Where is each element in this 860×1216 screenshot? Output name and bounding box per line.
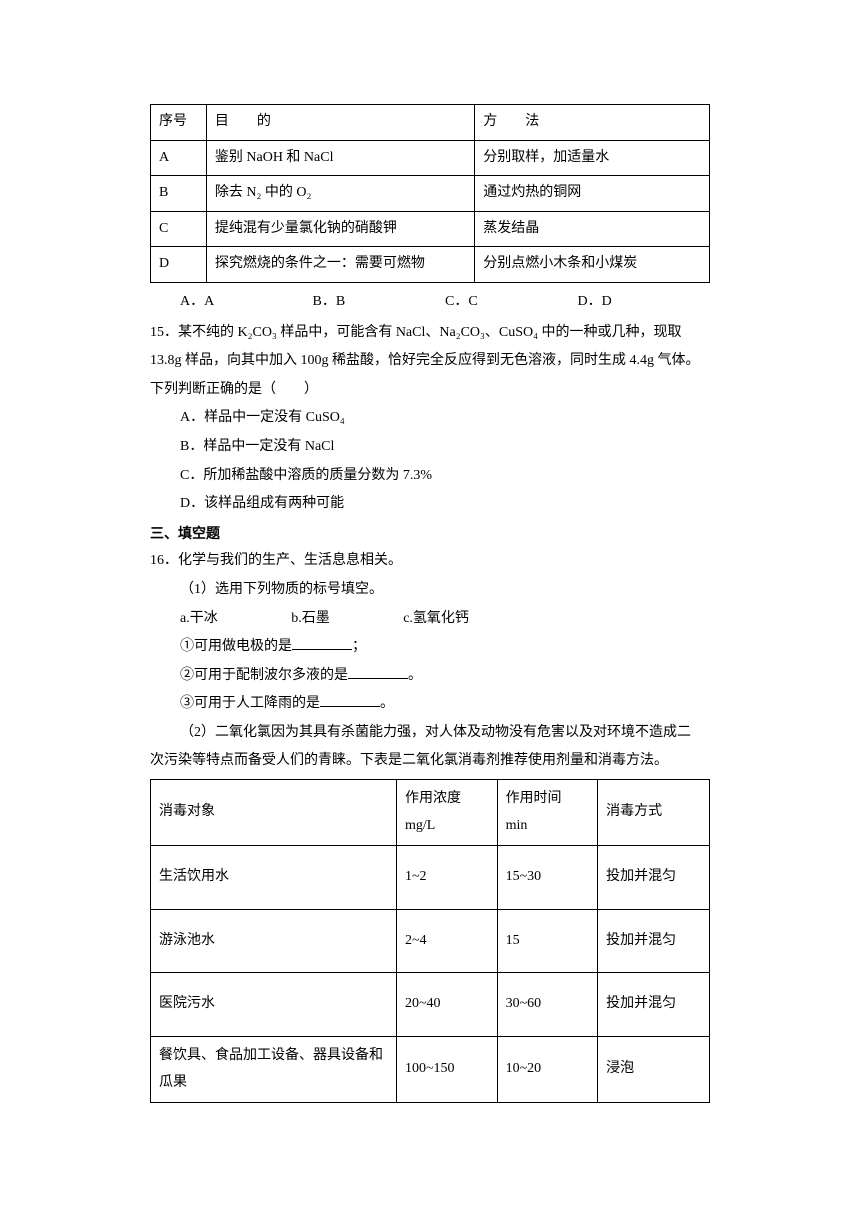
b3-post: 。 (380, 696, 394, 711)
q15-option-a: A．样品中一定没有 CuSO₄ (150, 405, 710, 432)
q15-option-d: D．该样品组成有两种可能 (150, 491, 710, 518)
b1-pre: ①可用做电极的是 (180, 639, 292, 654)
cell: 100~150 (396, 1037, 497, 1103)
fill-blank (320, 693, 380, 707)
table-row: 消毒对象 作用浓度 mg/L 作用时间 min 消毒方式 (151, 780, 710, 846)
cell: 鉴别 NaOH 和 NaCl (206, 140, 474, 176)
cell: 生活饮用水 (151, 846, 397, 910)
table-row: A 鉴别 NaOH 和 NaCl 分别取样，加适量水 (151, 140, 710, 176)
q16-part1: （1）选用下列物质的标号填空。 (150, 577, 710, 604)
table-row: 医院污水 20~40 30~60 投加并混匀 (151, 973, 710, 1037)
cell: 浸泡 (598, 1037, 710, 1103)
q16-blank-2: ②可用于配制波尔多液的是 。 (150, 663, 710, 690)
cell: 1~2 (396, 846, 497, 910)
q15-stem-line1: 15．某不纯的 K₂CO₃ 样品中，可能含有 NaCl、Na₂CO₃、CuSO₄… (150, 320, 710, 347)
question-16: 16．化学与我们的生产、生活息息相关。 （1）选用下列物质的标号填空。 a.干冰… (150, 548, 710, 775)
q15-option-c: C．所加稀盐酸中溶质的质量分数为 7.3% (150, 463, 710, 490)
q15-stem-line3: 下列判断正确的是（ ） (150, 377, 710, 404)
cell: 投加并混匀 (598, 846, 710, 910)
q16-substance-options: a.干冰 b.石墨 c.氢氧化钙 (150, 606, 710, 633)
cell-header-target: 消毒对象 (151, 780, 397, 846)
cell: B (151, 176, 207, 212)
cell: 15~30 (497, 846, 598, 910)
table-row: D 探究燃烧的条件之一：需要可燃物 分别点燃小木条和小煤炭 (151, 247, 710, 283)
fill-blank (348, 665, 408, 679)
table-row: C 提纯混有少量氯化钠的硝酸钾 蒸发结晶 (151, 211, 710, 247)
b3-pre: ③可用于人工降雨的是 (180, 696, 320, 711)
b2-post: 。 (408, 668, 422, 683)
cell: 15 (497, 909, 598, 973)
q16-blank-1: ①可用做电极的是 ； (150, 634, 710, 661)
q16-part2-line2: 次污染等特点而备受人们的青睐。下表是二氧化氯消毒剂推荐使用剂量和消毒方法。 (150, 748, 710, 775)
table-methods: 序号 目 的 方 法 A 鉴别 NaOH 和 NaCl 分别取样，加适量水 B … (150, 104, 710, 283)
table-row: 生活饮用水 1~2 15~30 投加并混匀 (151, 846, 710, 910)
section-3-title: 三、填空题 (150, 520, 710, 547)
table-row: 餐饮具、食品加工设备、器具设备和瓜果 100~150 10~20 浸泡 (151, 1037, 710, 1103)
header-text: 作用浓度 (405, 791, 461, 806)
q16-stem: 16．化学与我们的生产、生活息息相关。 (150, 548, 710, 575)
header-text: 作用时间 (506, 791, 562, 806)
b2-pre: ②可用于配制波尔多液的是 (180, 668, 348, 683)
header-unit: mg/L (405, 818, 435, 833)
q15-option-b: B．样品中一定没有 NaCl (150, 434, 710, 461)
question-15: 15．某不纯的 K₂CO₃ 样品中，可能含有 NaCl、Na₂CO₃、CuSO₄… (150, 320, 710, 518)
cell: 餐饮具、食品加工设备、器具设备和瓜果 (151, 1037, 397, 1103)
opt-c: c.氢氧化钙 (403, 606, 469, 633)
cell: 分别点燃小木条和小煤炭 (475, 247, 710, 283)
cell-header-purpose: 目 的 (206, 105, 474, 141)
cell: 提纯混有少量氯化钠的硝酸钾 (206, 211, 474, 247)
cell-header-concentration: 作用浓度 mg/L (396, 780, 497, 846)
cell: 除去 N₂ 中的 O₂ (206, 176, 474, 212)
cell: 20~40 (396, 973, 497, 1037)
cell: 医院污水 (151, 973, 397, 1037)
table-row: 游泳池水 2~4 15 投加并混匀 (151, 909, 710, 973)
cell: 10~20 (497, 1037, 598, 1103)
cell-header-method: 方 法 (475, 105, 710, 141)
cell: 2~4 (396, 909, 497, 973)
cell: 游泳池水 (151, 909, 397, 973)
cell: A (151, 140, 207, 176)
cell: 通过灼热的铜网 (475, 176, 710, 212)
opt-a: a.干冰 (180, 606, 218, 633)
cell: 探究燃烧的条件之一：需要可燃物 (206, 247, 474, 283)
cell: 蒸发结晶 (475, 211, 710, 247)
cell: 分别取样，加适量水 (475, 140, 710, 176)
q16-part2-line1: （2）二氧化氯因为其具有杀菌能力强，对人体及动物没有危害以及对环境不造成二 (150, 720, 710, 747)
cell-header-time: 作用时间 min (497, 780, 598, 846)
cell-header-mode: 消毒方式 (598, 780, 710, 846)
choice-a: A．A (180, 289, 313, 316)
cell: 投加并混匀 (598, 909, 710, 973)
choice-d: D．D (578, 289, 711, 316)
header-unit: min (506, 818, 528, 833)
choice-c: C．C (445, 289, 578, 316)
cell: D (151, 247, 207, 283)
table-row: 序号 目 的 方 法 (151, 105, 710, 141)
q15-stem-line2: 13.8g 样品，向其中加入 100g 稀盐酸，恰好完全反应得到无色溶液，同时生… (150, 348, 710, 375)
q14-choices: A．A B．B C．C D．D (150, 287, 710, 318)
cell: C (151, 211, 207, 247)
fill-blank (292, 636, 352, 650)
opt-b: b.石墨 (291, 606, 330, 633)
choice-b: B．B (313, 289, 446, 316)
cell-header-seq: 序号 (151, 105, 207, 141)
b1-post: ； (352, 639, 366, 654)
table-disinfection: 消毒对象 作用浓度 mg/L 作用时间 min 消毒方式 生活饮用水 1~2 1… (150, 779, 710, 1103)
table-row: B 除去 N₂ 中的 O₂ 通过灼热的铜网 (151, 176, 710, 212)
q16-blank-3: ③可用于人工降雨的是 。 (150, 691, 710, 718)
cell: 30~60 (497, 973, 598, 1037)
cell: 投加并混匀 (598, 973, 710, 1037)
